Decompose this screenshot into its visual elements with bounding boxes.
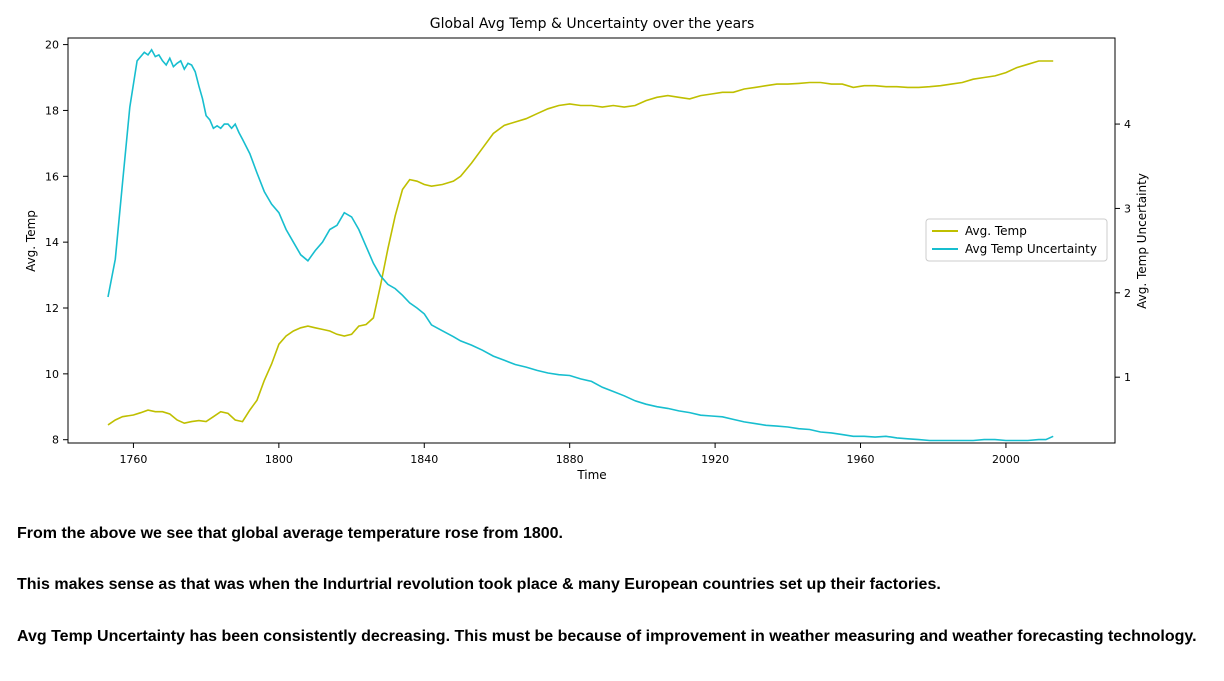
x-tick-label: 1800 [265, 453, 293, 466]
legend-label-avg-temp: Avg. Temp [965, 224, 1027, 238]
left-y-axis-label: Avg. Temp [24, 210, 38, 272]
x-tick-label: 2000 [992, 453, 1020, 466]
note-paragraph-1: From the above we see that global averag… [17, 525, 563, 542]
left-y-tick-label: 10 [45, 368, 59, 381]
x-axis-ticks: 1760 1800 1840 1880 1920 1960 2000 [119, 443, 1020, 466]
legend-box [925, 218, 1108, 262]
x-axis-label: Time [576, 468, 606, 482]
series-line-avg-temp-uncertainty [107, 48, 1054, 442]
note-paragraph-2: This makes sense as that was when the In… [17, 576, 941, 593]
note-paragraph-3: Avg Temp Uncertainty has been consistent… [17, 628, 1197, 645]
right-y-tick-label: 4 [1124, 118, 1131, 131]
plot-area-frame [67, 37, 1116, 444]
right-y-axis-ticks: 1 2 3 4 [1115, 118, 1131, 384]
x-tick-label: 1880 [556, 453, 584, 466]
x-tick-label: 1760 [119, 453, 147, 466]
left-y-tick-label: 8 [52, 434, 59, 447]
dual-axis-line-chart: Global Avg Temp & Uncertainty over the y… [24, 16, 1149, 482]
right-y-tick-label: 3 [1124, 202, 1131, 215]
legend: Avg. Temp Avg Temp Uncertainty [925, 218, 1108, 262]
left-y-tick-label: 14 [45, 236, 59, 249]
left-y-axis-ticks: 8 10 12 14 16 18 20 [45, 39, 68, 447]
left-y-tick-label: 18 [45, 104, 59, 117]
right-y-axis-label: Avg. Temp Uncertainty [1135, 173, 1149, 309]
left-y-tick-label: 16 [45, 170, 59, 183]
x-tick-label: 1840 [410, 453, 438, 466]
right-y-tick-label: 1 [1124, 371, 1131, 384]
left-y-tick-label: 12 [45, 302, 59, 315]
chart-title: Global Avg Temp & Uncertainty over the y… [430, 16, 754, 32]
left-y-tick-label: 20 [45, 39, 59, 52]
right-y-tick-label: 2 [1124, 287, 1131, 300]
series-line-avg-temp [107, 60, 1054, 426]
x-tick-label: 1960 [847, 453, 875, 466]
legend-label-avg-temp-uncertainty: Avg Temp Uncertainty [965, 242, 1097, 256]
x-tick-label: 1920 [701, 453, 729, 466]
